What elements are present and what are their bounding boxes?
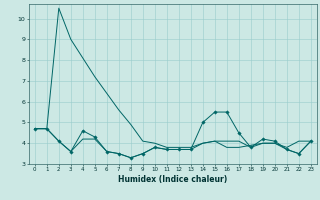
X-axis label: Humidex (Indice chaleur): Humidex (Indice chaleur): [118, 175, 228, 184]
